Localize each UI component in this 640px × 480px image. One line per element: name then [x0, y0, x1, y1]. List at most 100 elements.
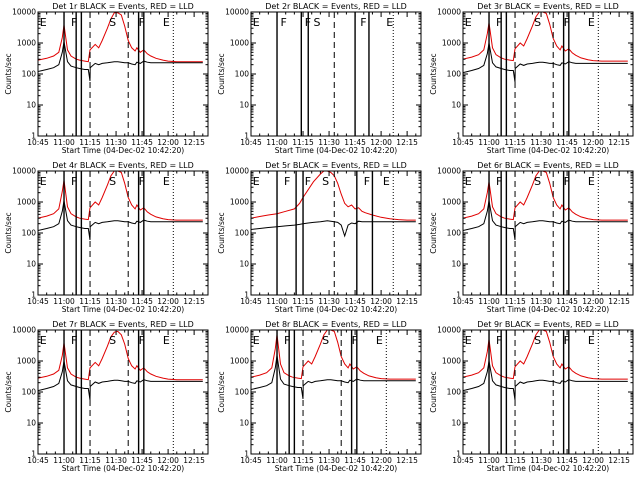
x-tick-label: 11:00 — [53, 138, 75, 147]
x-axis-label: Start Time (04-Dec-02 10:42:20) — [62, 464, 184, 473]
x-tick-label: 11:00 — [266, 297, 288, 306]
x-tick-label: 11:15 — [292, 138, 314, 147]
x-tick-label: 10:45 — [240, 297, 262, 306]
x-axis-label: Start Time (04-Dec-02 10:42:20) — [275, 464, 397, 473]
x-axis-label: Start Time (04-Dec-02 10:42:20) — [487, 305, 609, 314]
plot-area — [276, 12, 394, 136]
x-tick-label: 12:15 — [396, 456, 418, 465]
x-tick-label: 11:15 — [504, 456, 526, 465]
lld-series-line — [463, 171, 628, 221]
y-tick-label: 1 — [244, 450, 249, 459]
segment-label: F — [564, 334, 570, 347]
y-tick-label: 1 — [456, 132, 461, 141]
x-tick-label: 11:15 — [292, 297, 314, 306]
y-tick-label: 1 — [244, 291, 249, 300]
y-tick-label: 10000 — [12, 167, 36, 176]
y-tick-label: 1 — [31, 291, 36, 300]
x-tick-label: 11:30 — [318, 456, 340, 465]
segment-label: S — [534, 16, 541, 29]
segment-label: S — [534, 175, 541, 188]
x-tick-label: 12:15 — [183, 456, 205, 465]
segment-label: E — [383, 175, 390, 188]
y-tick-label: 1 — [31, 132, 36, 141]
segment-label: F — [139, 175, 145, 188]
y-tick-label: 10 — [451, 419, 461, 428]
x-tick-label: 10:45 — [240, 456, 262, 465]
x-tick-label: 12:15 — [183, 297, 205, 306]
segment-label: F — [71, 334, 77, 347]
x-tick-label: 11:45 — [556, 297, 578, 306]
segment-label: F — [139, 16, 145, 29]
y-tick-label: 1000 — [17, 39, 36, 48]
y-tick-label: 10 — [451, 260, 461, 269]
segment-label: E — [40, 175, 47, 188]
x-tick-label: 11:45 — [556, 138, 578, 147]
y-tick-label: 10000 — [437, 167, 461, 176]
x-tick-label: 11:00 — [478, 297, 500, 306]
segment-label: F — [284, 334, 290, 347]
events-series-line — [38, 360, 203, 401]
x-tick-label: 11:45 — [344, 138, 366, 147]
events-series-line — [38, 41, 203, 81]
plot-area — [38, 171, 203, 295]
panel-title: Det 1r BLACK = Events, RED = LLD — [52, 2, 194, 11]
x-tick-label: 11:00 — [478, 138, 500, 147]
panel-title: Det 6r BLACK = Events, RED = LLD — [477, 161, 619, 170]
panel-title: Det 5r BLACK = Events, RED = LLD — [265, 161, 407, 170]
x-tick-label: 12:15 — [183, 138, 205, 147]
lld-series-line — [251, 330, 416, 380]
y-tick-label: 100 — [447, 229, 462, 238]
segment-label: E — [40, 16, 47, 29]
panel-title: Det 3r BLACK = Events, RED = LLD — [477, 2, 619, 11]
x-tick-label: 11:45 — [131, 138, 153, 147]
y-tick-label: 1 — [456, 450, 461, 459]
x-tick-label: 11:00 — [478, 456, 500, 465]
plot-area — [38, 12, 203, 136]
lld-series-line — [463, 12, 628, 62]
x-tick-label: 11:30 — [318, 297, 340, 306]
y-tick-label: 100 — [22, 70, 37, 79]
y-tick-label: 1000 — [442, 39, 461, 48]
x-tick-label: 12:00 — [157, 138, 179, 147]
y-tick-label: 10000 — [12, 326, 36, 335]
segment-label: F — [305, 175, 311, 188]
x-tick-label: 11:15 — [504, 138, 526, 147]
segment-label: F — [71, 175, 77, 188]
y-tick-label: 1000 — [230, 39, 249, 48]
segment-label: F — [71, 16, 77, 29]
x-tick-label: 12:00 — [370, 138, 392, 147]
x-tick-label: 11:00 — [53, 456, 75, 465]
y-tick-label: 100 — [22, 388, 37, 397]
x-tick-label: 12:00 — [582, 456, 604, 465]
x-tick-label: 11:00 — [266, 456, 288, 465]
plot-area — [463, 330, 628, 454]
x-tick-label: 11:15 — [504, 297, 526, 306]
plot-area — [38, 330, 203, 454]
x-tick-label: 11:15 — [292, 456, 314, 465]
x-tick-label: 11:15 — [79, 138, 101, 147]
x-axis-label: Start Time (04-Dec-02 10:42:20) — [487, 146, 609, 155]
segment-label: E — [588, 16, 595, 29]
y-tick-label: 100 — [235, 229, 250, 238]
y-tick-label: 100 — [447, 70, 462, 79]
y-axis-label: Counts/sec — [429, 212, 438, 253]
events-series-line — [463, 42, 628, 83]
y-tick-label: 10000 — [437, 326, 461, 335]
x-tick-label: 12:15 — [608, 297, 630, 306]
y-tick-label: 1000 — [230, 198, 249, 207]
segment-label: F — [360, 16, 366, 29]
events-series-line — [251, 355, 416, 399]
y-tick-label: 1000 — [17, 198, 36, 207]
x-tick-label: 10:45 — [452, 297, 474, 306]
segment-label: S — [109, 175, 116, 188]
y-tick-label: 1000 — [442, 357, 461, 366]
segment-label: F — [564, 16, 570, 29]
y-axis-label: Counts/sec — [217, 53, 226, 94]
x-tick-label: 10:45 — [27, 297, 49, 306]
plot-area — [463, 171, 628, 295]
x-tick-label: 11:00 — [53, 297, 75, 306]
x-tick-label: 11:45 — [344, 297, 366, 306]
y-tick-label: 10000 — [437, 8, 461, 17]
lld-series-line — [463, 330, 628, 380]
